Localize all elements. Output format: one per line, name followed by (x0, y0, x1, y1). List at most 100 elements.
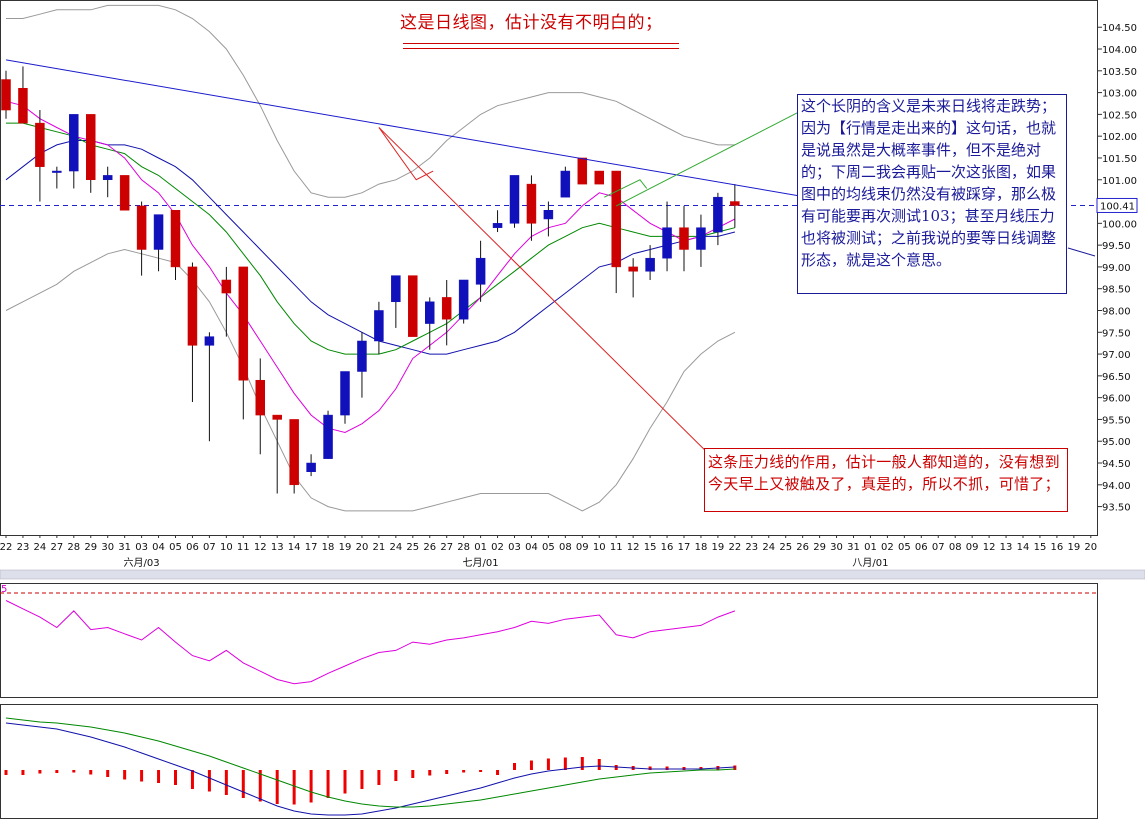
candle-down (119, 175, 130, 211)
x-tick-label: 16 (1051, 542, 1064, 553)
candle-up (696, 227, 706, 250)
macd-histogram-bar (445, 770, 449, 774)
x-tick-label: 18 (695, 542, 708, 553)
macd-histogram-bar (665, 766, 669, 770)
macd-histogram-bar (479, 770, 483, 772)
macd-histogram-bar (190, 770, 194, 789)
green-trend-marker (604, 179, 648, 198)
x-tick-label: 28 (457, 542, 470, 553)
candle-up (204, 336, 215, 346)
macd-histogram-bar (360, 770, 364, 789)
x-tick-label: 30 (830, 542, 843, 553)
candle-up (340, 371, 350, 416)
macd-histogram-bar (597, 759, 601, 770)
candle-down (238, 266, 249, 381)
macd-histogram-bar (648, 766, 652, 770)
chart-title-annotation: 这是日线图，估计没有不明白的； (400, 13, 663, 33)
month-label: 八月/01 (852, 557, 888, 569)
y-tick-label: 101.50 (1102, 154, 1137, 165)
x-tick-label: 13 (271, 542, 284, 553)
x-tick-label: 09 (576, 542, 589, 553)
x-tick-label: 19 (712, 542, 725, 553)
macd-histogram-bar (513, 763, 516, 770)
x-tick-label: 01 (474, 542, 487, 553)
trend-line-blue (5, 59, 820, 200)
x-tick-label: 23 (17, 542, 30, 553)
x-tick-label: 14 (1017, 542, 1030, 553)
macd-histogram-bar (529, 760, 533, 770)
y-tick-label: 101.00 (1102, 176, 1137, 187)
macd-histogram-bar (309, 770, 313, 803)
x-tick-label: 20 (356, 542, 369, 553)
y-tick-label: 104.50 (1102, 23, 1137, 34)
macd-panel-frame (0, 704, 1098, 819)
candle-up (645, 257, 655, 272)
x-tick-label: 26 (423, 542, 436, 553)
macd-histogram-bar (546, 758, 550, 770)
y-tick-label: 104.00 (1102, 45, 1137, 56)
x-tick-label: 04 (152, 542, 165, 553)
macd-histogram-bar (157, 770, 161, 783)
candle-down (594, 170, 604, 185)
x-tick-label: 26 (796, 542, 809, 553)
x-tick-label: 30 (101, 542, 114, 553)
y-tick-label: 95.50 (1102, 415, 1131, 426)
oscillator-panel-frame (0, 583, 1098, 698)
macd-dea-line (5, 717, 735, 808)
x-tick-label: 24 (389, 542, 402, 553)
candle-down (730, 201, 740, 206)
x-tick-label: 04 (525, 542, 538, 553)
x-tick-label: 28 (67, 542, 80, 553)
x-tick-label: 17 (305, 542, 318, 553)
candle-up (425, 301, 435, 324)
candle-up (374, 310, 384, 342)
last-price-box (1096, 197, 1138, 213)
candle-up (713, 196, 723, 233)
x-tick-label: 29 (813, 542, 826, 553)
x-tick-label: 06 (186, 542, 199, 553)
candle-down (526, 183, 537, 224)
candle-up (153, 214, 164, 250)
y-tick-label: 99.00 (1102, 263, 1131, 274)
macd-histogram-bar (140, 770, 144, 782)
macd-histogram-bar (343, 770, 347, 794)
trend-line-green (615, 100, 820, 207)
candle-down (1, 79, 11, 111)
macd-histogram-bar (207, 770, 211, 792)
candle-up (323, 414, 333, 459)
macd-histogram-bar (224, 770, 228, 795)
note-long-bearish-candle: 这个长阴的含义是未来日线将走跌势；因为【行情是走出来的】这句话，也就是说虽然是大… (797, 94, 1067, 294)
candle-down (136, 205, 147, 250)
y-tick-label: 98.00 (1102, 306, 1131, 317)
candle-down (35, 122, 45, 167)
x-tick-label: 17 (678, 542, 691, 553)
candle-up (662, 227, 672, 259)
macd-histogram-bar (106, 770, 110, 777)
x-tick-label: 05 (898, 542, 911, 553)
oscillator-reference-label: 5 (1, 584, 7, 595)
x-tick-label: 27 (440, 542, 453, 553)
macd-histogram-bar (55, 770, 59, 773)
macd-dif-line (5, 722, 735, 816)
y-tick-label: 97.00 (1102, 350, 1131, 361)
candle-down (679, 227, 689, 250)
y-tick-label: 93.50 (1102, 503, 1131, 514)
y-tick-label: 94.50 (1102, 459, 1131, 470)
candle-down (611, 170, 621, 268)
macd-histogram-bar (123, 770, 127, 780)
y-tick-label: 102.00 (1102, 132, 1137, 143)
x-tick-label: 03 (135, 542, 148, 553)
ma10-line (6, 122, 736, 355)
x-tick-label: 02 (881, 542, 894, 553)
macd-histogram-bar (326, 770, 330, 798)
note-pressure-line: 这条压力线的作用，估计一般人都知道的，没有想到今天早上又被触及了，真是的，所以不… (704, 448, 1068, 512)
x-tick-label: 25 (406, 542, 419, 553)
candle-up (492, 223, 503, 228)
x-tick-label: 24 (762, 542, 775, 553)
x-tick-label: 03 (508, 542, 521, 553)
macd-histogram-bar (563, 757, 567, 770)
x-tick-label: 05 (169, 542, 182, 553)
month-label: 六月/03 (124, 557, 160, 569)
x-tick-label: 20 (1084, 542, 1097, 553)
